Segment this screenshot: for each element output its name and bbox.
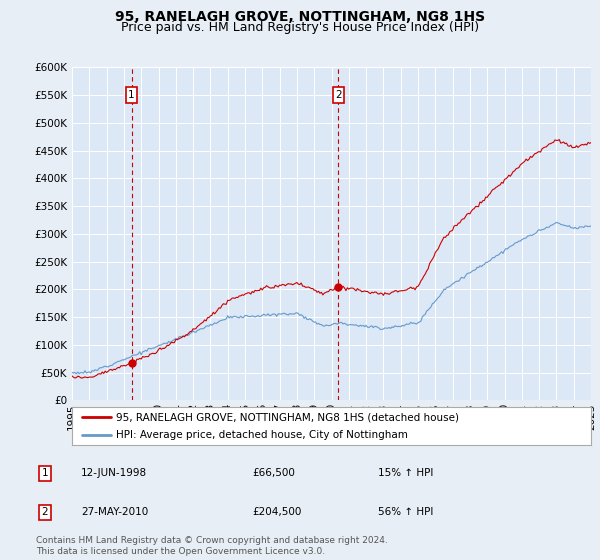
Text: £204,500: £204,500 (252, 507, 301, 517)
Text: HPI: Average price, detached house, City of Nottingham: HPI: Average price, detached house, City… (116, 430, 408, 440)
Text: 2: 2 (41, 507, 49, 517)
Text: 1: 1 (41, 468, 49, 478)
Text: 95, RANELAGH GROVE, NOTTINGHAM, NG8 1HS: 95, RANELAGH GROVE, NOTTINGHAM, NG8 1HS (115, 10, 485, 24)
Text: £66,500: £66,500 (252, 468, 295, 478)
Text: 56% ↑ HPI: 56% ↑ HPI (378, 507, 433, 517)
Text: Price paid vs. HM Land Registry's House Price Index (HPI): Price paid vs. HM Land Registry's House … (121, 21, 479, 34)
Text: 15% ↑ HPI: 15% ↑ HPI (378, 468, 433, 478)
Text: 27-MAY-2010: 27-MAY-2010 (81, 507, 148, 517)
Text: Contains HM Land Registry data © Crown copyright and database right 2024.
This d: Contains HM Land Registry data © Crown c… (36, 536, 388, 556)
Text: 95, RANELAGH GROVE, NOTTINGHAM, NG8 1HS (detached house): 95, RANELAGH GROVE, NOTTINGHAM, NG8 1HS … (116, 412, 459, 422)
Text: 1: 1 (128, 90, 135, 100)
Text: 12-JUN-1998: 12-JUN-1998 (81, 468, 147, 478)
Text: 2: 2 (335, 90, 342, 100)
